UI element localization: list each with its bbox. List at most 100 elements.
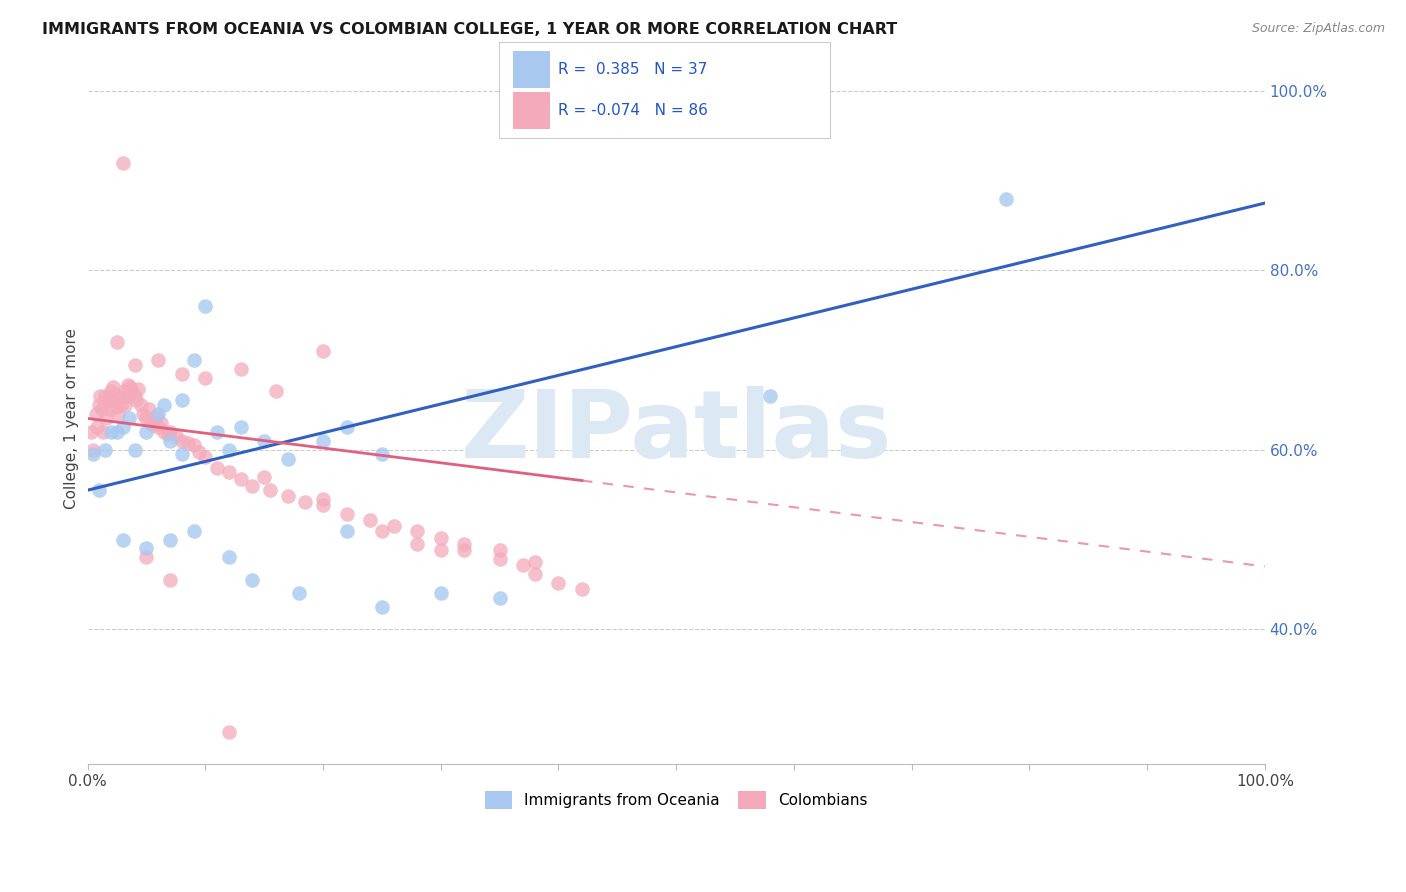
Point [312,499,335,513]
Point [312,492,335,507]
Point [488,552,510,566]
Point [312,434,335,448]
Point [101,393,124,408]
Point [127,382,149,396]
Point [82,447,104,461]
Point [124,358,146,372]
Point [294,495,316,509]
Point [103,380,125,394]
Point [159,573,181,587]
Point [240,573,263,587]
Point [371,447,394,461]
Text: R =  0.385   N = 37: R = 0.385 N = 37 [558,62,707,77]
Point [89,483,111,498]
Text: R = -0.074   N = 86: R = -0.074 N = 86 [558,103,709,118]
Point [759,389,782,403]
Point [335,524,357,538]
Point [488,591,510,605]
Point [145,409,167,423]
Point [170,447,193,461]
Point [371,524,394,538]
Point [97,393,120,408]
Point [159,533,181,547]
Point [371,599,394,614]
Text: Source: ZipAtlas.com: Source: ZipAtlas.com [1251,22,1385,36]
Point [335,508,357,522]
Point [124,389,146,403]
Point [80,425,103,439]
Point [148,353,170,368]
Point [359,513,381,527]
Point [148,407,170,421]
Point [111,389,134,403]
Point [382,519,405,533]
Point [117,378,139,392]
Point [148,420,170,434]
Point [135,550,157,565]
Point [105,425,128,439]
Point [110,398,132,412]
Point [165,429,187,443]
Point [453,543,475,558]
Point [149,416,172,430]
Point [170,393,193,408]
Point [205,425,228,439]
Point [159,434,181,448]
Point [264,384,287,399]
Point [218,465,240,479]
Point [100,425,122,439]
Point [91,425,114,439]
Point [94,442,117,457]
Point [488,543,510,558]
Point [312,344,335,359]
Point [111,420,134,434]
Point [429,531,451,545]
Point [82,442,104,457]
Point [170,367,193,381]
Point [89,398,111,412]
Point [183,524,205,538]
Point [100,384,122,399]
Point [176,435,198,450]
Point [118,389,141,403]
Text: IMMIGRANTS FROM OCEANIA VS COLOMBIAN COLLEGE, 1 YEAR OR MORE CORRELATION CHART: IMMIGRANTS FROM OCEANIA VS COLOMBIAN COL… [42,22,897,37]
Point [84,407,107,421]
Point [277,451,299,466]
Point [111,155,134,169]
Point [183,438,205,452]
Point [121,384,143,399]
Point [288,586,311,600]
Point [118,380,141,394]
Point [253,434,276,448]
Point [142,417,165,432]
Point [218,550,240,565]
Point [194,450,217,464]
Point [229,471,252,485]
Point [135,425,157,439]
Point [240,478,263,492]
Point [453,537,475,551]
Point [124,442,146,457]
Point [156,426,179,441]
Point [114,398,136,412]
Point [125,393,148,408]
Point [205,460,228,475]
Point [335,420,357,434]
Point [107,407,129,421]
Point [159,425,181,439]
Point [523,555,546,569]
Point [523,566,546,581]
Point [429,586,451,600]
Point [277,490,299,504]
Point [229,420,252,434]
Point [194,371,217,385]
Point [94,389,117,403]
Point [406,524,429,538]
Point [96,411,118,425]
Point [86,420,108,434]
Point [90,402,112,417]
Point [111,533,134,547]
Point [259,483,281,498]
Y-axis label: College, 1 year or more: College, 1 year or more [65,328,79,509]
Point [129,398,152,412]
